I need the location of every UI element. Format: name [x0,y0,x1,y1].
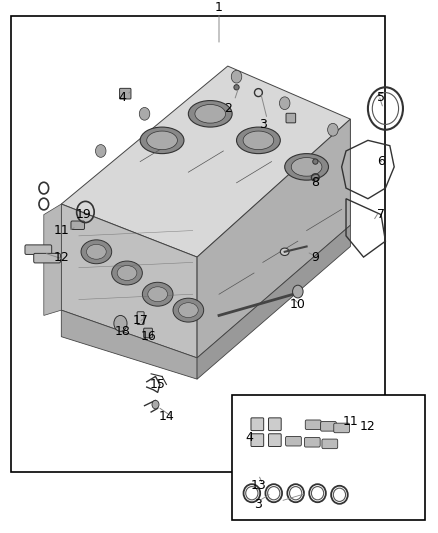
Ellipse shape [81,240,112,264]
Text: 19: 19 [75,208,91,221]
FancyBboxPatch shape [321,422,336,431]
Ellipse shape [237,127,280,154]
Text: 15: 15 [150,378,166,391]
Circle shape [114,316,127,332]
FancyBboxPatch shape [251,434,264,447]
Polygon shape [61,310,197,379]
Circle shape [152,400,159,409]
Ellipse shape [148,287,167,302]
FancyBboxPatch shape [251,418,264,431]
Text: 11: 11 [53,224,69,237]
Circle shape [328,123,338,136]
Text: 5: 5 [377,91,385,104]
Circle shape [279,97,290,110]
FancyBboxPatch shape [268,434,281,447]
Ellipse shape [234,85,239,90]
Text: 14: 14 [159,410,174,423]
Ellipse shape [243,131,274,150]
Ellipse shape [112,261,142,285]
Ellipse shape [188,101,232,127]
Text: 3: 3 [254,498,262,511]
Text: 3: 3 [259,118,267,131]
Polygon shape [44,204,61,316]
Text: 9: 9 [311,251,319,264]
FancyBboxPatch shape [286,114,296,123]
Bar [11,15,385,472]
Text: 2: 2 [224,102,232,115]
Circle shape [95,144,106,157]
Ellipse shape [147,131,177,150]
Text: 8: 8 [311,176,319,189]
FancyBboxPatch shape [137,312,144,325]
Text: 13: 13 [251,479,266,492]
Polygon shape [197,225,350,379]
FancyBboxPatch shape [25,245,52,254]
Text: 17: 17 [132,314,148,327]
Text: 16: 16 [141,330,157,343]
FancyBboxPatch shape [120,88,131,99]
Ellipse shape [142,282,173,306]
FancyBboxPatch shape [34,253,60,263]
Polygon shape [197,119,350,358]
Circle shape [293,285,303,298]
Ellipse shape [280,248,289,255]
FancyBboxPatch shape [334,423,350,433]
Bar [232,395,425,520]
FancyBboxPatch shape [144,328,152,338]
FancyBboxPatch shape [268,418,281,431]
Text: 10: 10 [290,298,306,311]
FancyBboxPatch shape [286,437,301,446]
FancyBboxPatch shape [322,439,338,449]
Text: 7: 7 [377,208,385,221]
Ellipse shape [117,265,137,280]
Text: 4: 4 [119,91,127,104]
Text: 12: 12 [360,421,376,433]
Ellipse shape [291,158,322,176]
FancyBboxPatch shape [305,420,321,430]
Polygon shape [61,66,350,257]
Text: 4: 4 [246,431,254,444]
Ellipse shape [86,244,106,259]
Text: 12: 12 [53,251,69,264]
Text: 11: 11 [343,415,358,428]
Ellipse shape [313,159,318,164]
Ellipse shape [285,154,328,180]
Circle shape [139,108,150,120]
Text: 6: 6 [377,155,385,168]
Text: 18: 18 [115,325,131,338]
Ellipse shape [179,303,198,318]
Ellipse shape [195,104,226,123]
Ellipse shape [140,127,184,154]
Ellipse shape [173,298,204,322]
Polygon shape [61,204,197,358]
FancyBboxPatch shape [71,221,85,230]
Text: 1: 1 [215,1,223,14]
FancyBboxPatch shape [304,438,320,447]
Circle shape [231,70,242,83]
